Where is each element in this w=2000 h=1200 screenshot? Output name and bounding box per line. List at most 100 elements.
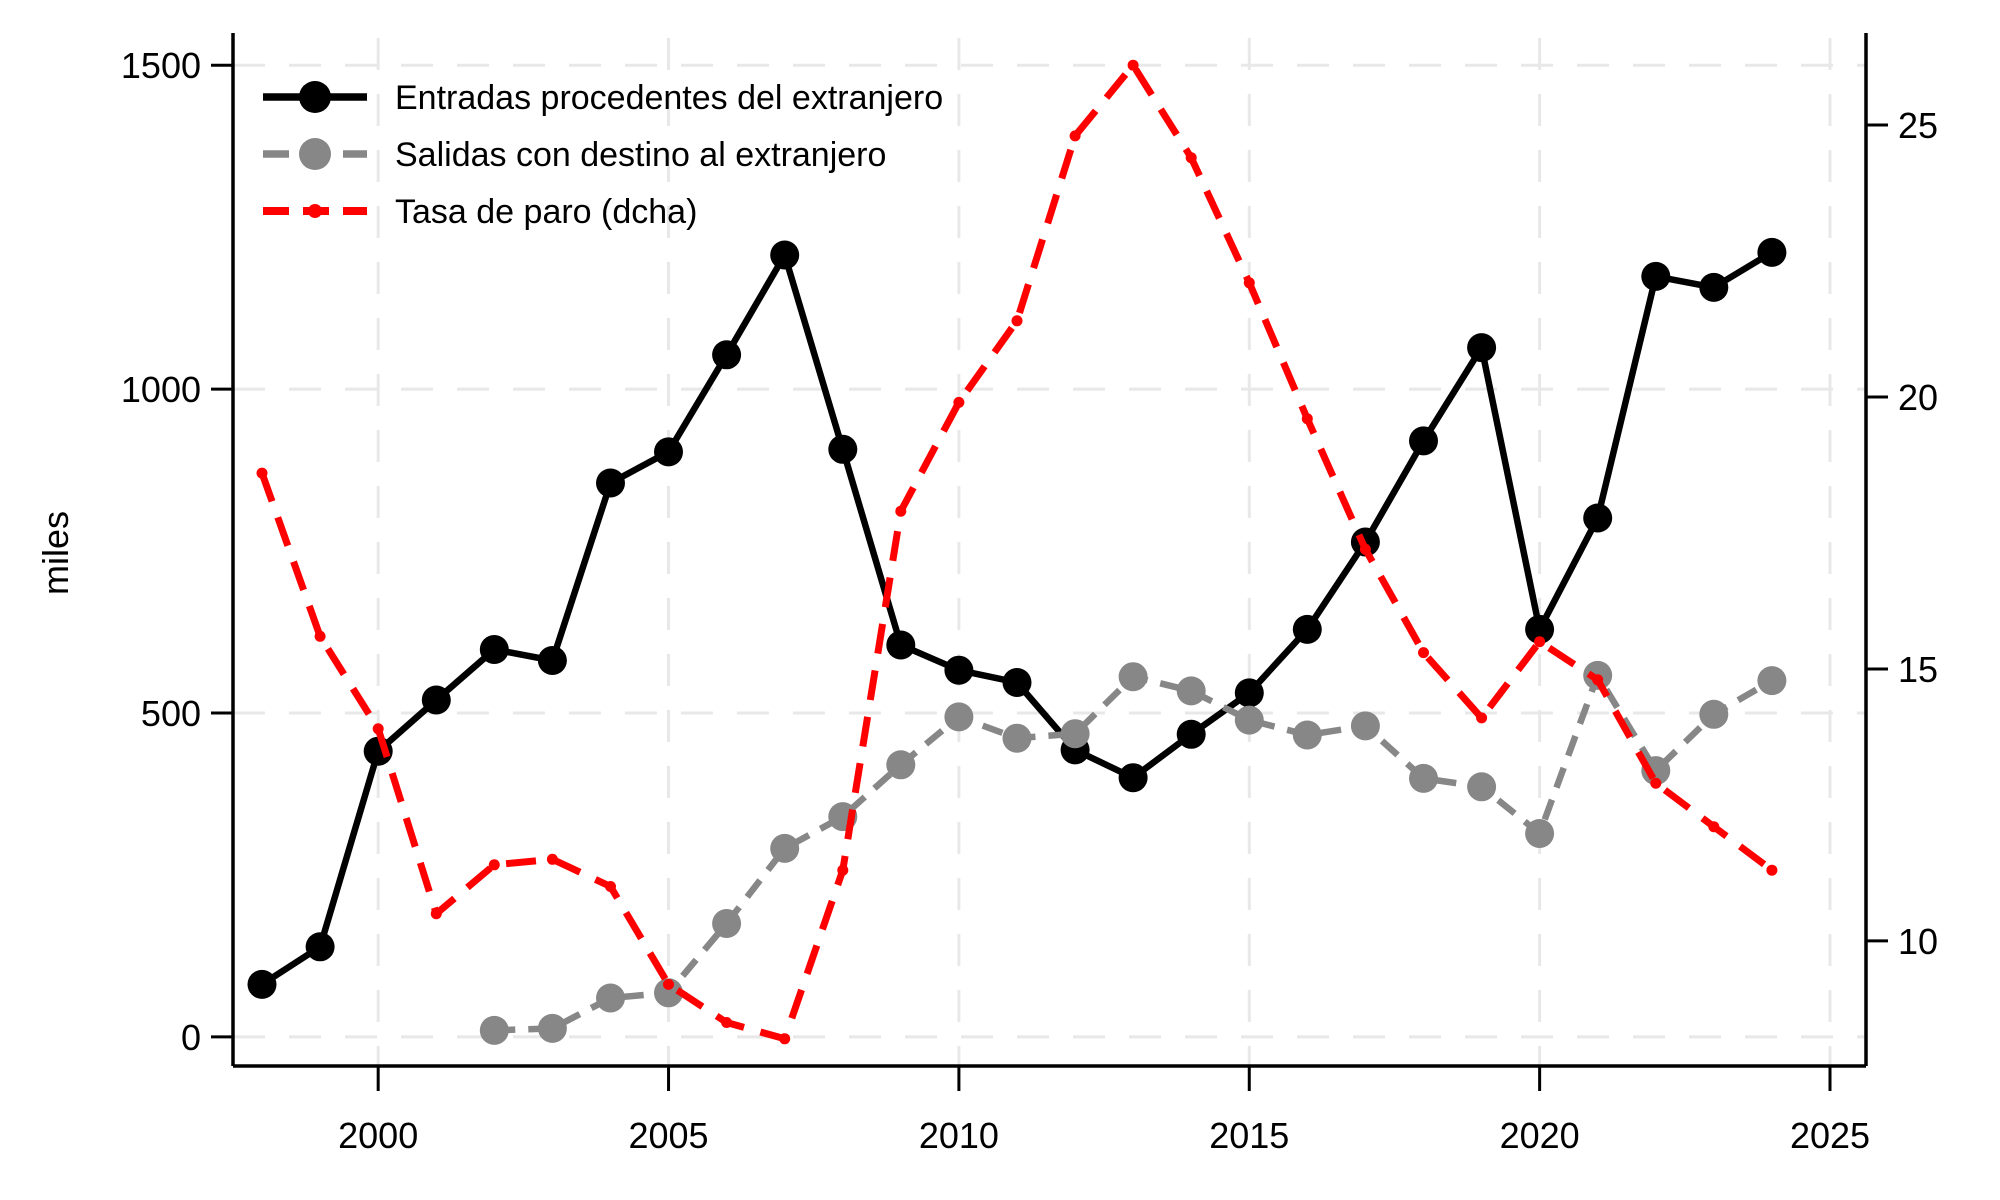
point-tasa-de-paro-dcha-2002 xyxy=(488,859,500,871)
point-salidas-con-destino-al-extranjero-2017 xyxy=(1350,711,1380,741)
point-entradas-procedentes-del-extranjero-1999 xyxy=(305,932,335,962)
point-tasa-de-paro-dcha-2013 xyxy=(1127,59,1139,71)
y-right-tick-label-25: 25 xyxy=(1898,105,1938,146)
series xyxy=(247,59,1787,1045)
y-right-tick-label-10: 10 xyxy=(1898,921,1938,962)
point-tasa-de-paro-dcha-2009 xyxy=(895,505,907,517)
y-right-tick-label-20: 20 xyxy=(1898,377,1938,418)
series-entradas-procedentes-del-extranjero xyxy=(247,237,1787,999)
point-entradas-procedentes-del-extranjero-2008 xyxy=(828,434,858,464)
point-tasa-de-paro-dcha-2008 xyxy=(837,864,849,876)
legend-marker-entradas-procedentes-del-extranjero xyxy=(299,81,331,113)
point-entradas-procedentes-del-extranjero-2023 xyxy=(1699,272,1729,302)
point-tasa-de-paro-dcha-2018 xyxy=(1418,647,1429,659)
point-tasa-de-paro-dcha-2023 xyxy=(1708,821,1720,833)
point-salidas-con-destino-al-extranjero-2005 xyxy=(654,978,683,1008)
point-salidas-con-destino-al-extranjero-2013 xyxy=(1118,662,1148,692)
point-tasa-de-paro-dcha-2001 xyxy=(430,908,442,920)
point-tasa-de-paro-dcha-2024 xyxy=(1766,864,1778,876)
point-entradas-procedentes-del-extranjero-2016 xyxy=(1292,614,1322,644)
point-salidas-con-destino-al-extranjero-2024 xyxy=(1757,666,1787,696)
point-salidas-con-destino-al-extranjero-2012 xyxy=(1060,719,1090,749)
point-entradas-procedentes-del-extranjero-2010 xyxy=(944,655,974,685)
legend-label-salidas-con-destino-al-extranjero: Salidas con destino al extranjero xyxy=(395,136,886,174)
point-tasa-de-paro-dcha-2000 xyxy=(372,723,384,735)
x-tick-label-2025: 2025 xyxy=(1790,1115,1870,1156)
y-left-tick-label-500: 500 xyxy=(141,693,201,734)
series-line-tasa-de-paro-dcha xyxy=(258,61,1774,1043)
x-tick-label-2005: 2005 xyxy=(628,1115,708,1156)
legend-item-salidas-con-destino-al-extranjero: Salidas con destino al extranjero xyxy=(263,136,886,174)
legend-label-tasa-de-paro-dcha: Tasa de paro (dcha) xyxy=(395,193,697,231)
point-entradas-procedentes-del-extranjero-2001 xyxy=(421,685,451,715)
point-salidas-con-destino-al-extranjero-2006 xyxy=(712,909,742,938)
x-tick-label-2020: 2020 xyxy=(1500,1115,1580,1156)
point-entradas-procedentes-del-extranjero-2009 xyxy=(886,630,916,660)
point-tasa-de-paro-dcha-2019 xyxy=(1476,712,1488,724)
point-tasa-de-paro-dcha-2017 xyxy=(1359,543,1371,555)
point-entradas-procedentes-del-extranjero-2024 xyxy=(1757,237,1787,267)
point-salidas-con-destino-al-extranjero-2009 xyxy=(886,750,916,780)
y-left-tick-label-1500: 1500 xyxy=(121,45,201,86)
point-entradas-procedentes-del-extranjero-2015 xyxy=(1234,678,1264,708)
point-salidas-con-destino-al-extranjero-2018 xyxy=(1409,763,1438,793)
y-left-tick-label-1000: 1000 xyxy=(121,369,201,410)
x-tick-label-2010: 2010 xyxy=(919,1115,999,1156)
legend-marker-tasa-de-paro-dcha xyxy=(308,204,322,218)
point-entradas-procedentes-del-extranjero-2022 xyxy=(1641,261,1671,291)
point-tasa-de-paro-dcha-2007 xyxy=(779,1033,791,1045)
point-entradas-procedentes-del-extranjero-2004 xyxy=(596,468,625,498)
legend-marker-salidas-con-destino-al-extranjero xyxy=(299,138,331,170)
y-axis-title: miles xyxy=(35,511,76,595)
point-tasa-de-paro-dcha-2006 xyxy=(721,1017,733,1028)
point-entradas-procedentes-del-extranjero-2013 xyxy=(1118,763,1148,793)
point-entradas-procedentes-del-extranjero-2021 xyxy=(1583,503,1613,533)
point-salidas-con-destino-al-extranjero-2003 xyxy=(537,1013,567,1043)
point-salidas-con-destino-al-extranjero-2014 xyxy=(1176,676,1206,706)
point-tasa-de-paro-dcha-2020 xyxy=(1534,636,1546,648)
point-entradas-procedentes-del-extranjero-2007 xyxy=(770,240,800,270)
point-salidas-con-destino-al-extranjero-2023 xyxy=(1699,699,1729,729)
point-tasa-de-paro-dcha-2005 xyxy=(663,978,674,990)
point-salidas-con-destino-al-extranjero-2002 xyxy=(479,1015,509,1045)
gridlines xyxy=(233,38,1866,1066)
point-salidas-con-destino-al-extranjero-2016 xyxy=(1292,720,1322,750)
point-salidas-con-destino-al-extranjero-2004 xyxy=(596,983,625,1013)
point-tasa-de-paro-dcha-1998 xyxy=(256,467,268,479)
point-tasa-de-paro-dcha-2003 xyxy=(546,853,558,865)
point-entradas-procedentes-del-extranjero-2002 xyxy=(479,635,509,664)
point-salidas-con-destino-al-extranjero-2015 xyxy=(1234,705,1264,735)
point-entradas-procedentes-del-extranjero-2011 xyxy=(1002,668,1032,697)
point-entradas-procedentes-del-extranjero-2018 xyxy=(1409,426,1438,456)
point-salidas-con-destino-al-extranjero-2019 xyxy=(1467,772,1497,802)
x-tick-label-2000: 2000 xyxy=(338,1115,418,1156)
point-tasa-de-paro-dcha-2014 xyxy=(1185,152,1197,164)
legend: Entradas procedentes del extranjero Salid… xyxy=(263,79,943,231)
series-line-salidas-con-destino-al-extranjero xyxy=(494,672,1774,1034)
point-tasa-de-paro-dcha-2015 xyxy=(1243,277,1255,289)
legend-item-entradas-procedentes-del-extranjero: Entradas procedentes del extranjero xyxy=(263,79,943,117)
point-salidas-con-destino-al-extranjero-2011 xyxy=(1002,723,1032,753)
point-tasa-de-paro-dcha-2012 xyxy=(1069,130,1081,142)
point-entradas-procedentes-del-extranjero-2005 xyxy=(654,437,683,467)
point-salidas-con-destino-al-extranjero-2007 xyxy=(770,833,800,863)
point-entradas-procedentes-del-extranjero-1998 xyxy=(247,969,277,999)
series-tasa-de-paro-dcha xyxy=(256,59,1778,1045)
point-entradas-procedentes-del-extranjero-2014 xyxy=(1176,719,1206,749)
point-entradas-procedentes-del-extranjero-2020 xyxy=(1525,614,1555,644)
point-tasa-de-paro-dcha-2004 xyxy=(605,881,616,892)
y-left-tick-label-0: 0 xyxy=(181,1017,201,1058)
point-entradas-procedentes-del-extranjero-2003 xyxy=(537,646,567,675)
series-salidas-con-destino-al-extranjero xyxy=(479,660,1787,1045)
point-tasa-de-paro-dcha-1999 xyxy=(314,630,326,642)
point-salidas-con-destino-al-extranjero-2020 xyxy=(1525,819,1555,848)
legend-item-tasa-de-paro-dcha: Tasa de paro (dcha) xyxy=(263,193,697,231)
point-tasa-de-paro-dcha-2021 xyxy=(1592,674,1604,686)
point-entradas-procedentes-del-extranjero-2006 xyxy=(712,340,742,370)
point-tasa-de-paro-dcha-2016 xyxy=(1301,413,1313,425)
point-tasa-de-paro-dcha-2022 xyxy=(1650,777,1662,789)
x-tick-label-2015: 2015 xyxy=(1209,1115,1289,1156)
